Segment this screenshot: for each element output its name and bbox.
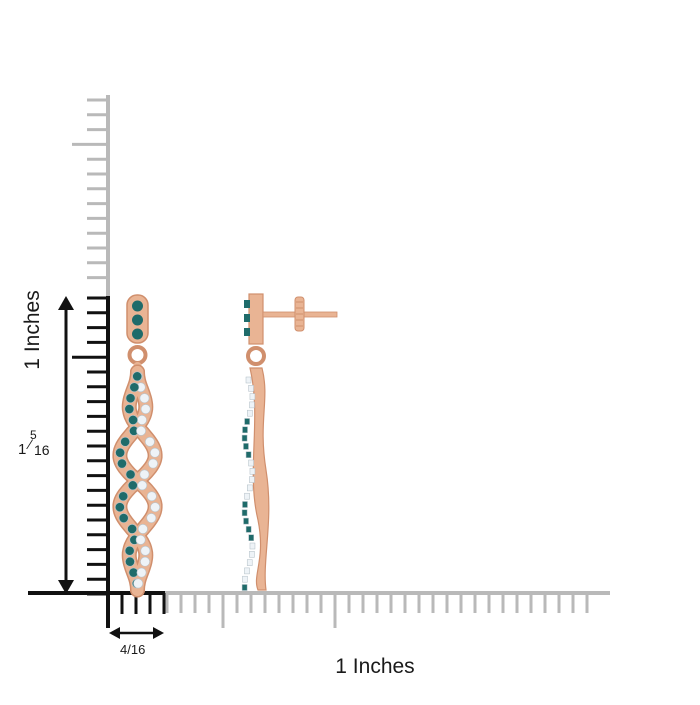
height-fraction-denominator: 16 <box>34 442 50 458</box>
side-stone <box>247 409 253 417</box>
strand-a-diamond <box>117 458 127 469</box>
side-stone <box>243 517 249 525</box>
strand-b-diamond <box>128 415 138 425</box>
strand-a-diamond <box>115 447 125 458</box>
side-stone <box>244 492 250 500</box>
strand-a-diamond <box>146 491 157 502</box>
strand-a-diamond <box>140 404 151 414</box>
strand-b-diamond <box>118 513 129 523</box>
strand-b-diamond <box>140 545 151 556</box>
side-stone <box>249 393 256 400</box>
side-stone <box>249 401 255 409</box>
side-stone <box>244 418 250 425</box>
side-stone <box>242 426 248 434</box>
teal-diamond <box>132 300 143 312</box>
width-label: 1 Inches <box>335 655 415 678</box>
height-label: 1 Inches <box>21 290 44 370</box>
strand-a-diamond <box>120 436 131 447</box>
side-stone <box>242 501 248 508</box>
strand-b-diamond <box>136 567 147 578</box>
side-stone <box>249 551 255 558</box>
strand-b-diamond <box>140 556 150 567</box>
side-stone <box>244 567 250 575</box>
side-stone <box>241 434 248 442</box>
side-stone <box>248 385 254 392</box>
strand-a-diamond <box>125 556 135 567</box>
side-stone <box>248 459 254 467</box>
dimension-arrows <box>58 296 164 639</box>
strand-b-diamond <box>150 447 160 458</box>
height-fraction-numerator: 5 <box>30 428 37 442</box>
jump-ring <box>127 345 148 365</box>
height-arrow-head-bottom <box>58 580 74 594</box>
width-arrow-head-right <box>153 627 164 639</box>
strand-a-diamond <box>137 480 148 491</box>
gray-ruler <box>72 95 610 628</box>
strand-b-diamond <box>127 524 138 534</box>
side-stone <box>246 559 253 566</box>
side-stone <box>249 468 256 475</box>
side-stone <box>241 584 248 591</box>
side-stone <box>249 476 255 483</box>
strand-b-diamond <box>125 393 136 404</box>
strand-b-diamond <box>114 502 125 513</box>
earring-front-view <box>112 294 163 598</box>
strand-b-diamond <box>127 480 138 491</box>
strand-b-diamond <box>133 578 144 589</box>
side-stone <box>242 575 248 583</box>
strand-b-diamond <box>118 491 129 502</box>
side-teal-stone <box>244 328 250 336</box>
strand-b-diamond <box>124 404 135 414</box>
width-arrow-head-left <box>109 627 120 639</box>
side-stone <box>248 534 254 541</box>
side-jump-ring <box>246 346 266 366</box>
teal-diamond <box>132 314 143 326</box>
strand-b-diamond <box>129 382 140 393</box>
side-stone <box>245 526 252 533</box>
side-stone <box>243 443 249 450</box>
strand-a-diamond <box>137 415 147 425</box>
strand-b-diamond <box>139 469 150 480</box>
strand-b-diamond <box>144 436 155 447</box>
side-stone <box>245 376 252 384</box>
strand-b-diamond <box>135 534 146 545</box>
teal-diamond <box>132 328 143 340</box>
side-teal-stone <box>244 314 250 322</box>
height-fraction-slash: ⁄ <box>29 436 32 452</box>
side-stone <box>247 484 253 492</box>
strand-a-diamond <box>150 502 161 513</box>
small-width-label: 4/16 <box>120 642 146 657</box>
side-top-bar <box>248 293 264 345</box>
side-stone <box>245 451 252 458</box>
side-stone <box>249 542 256 550</box>
strand-b-diamond <box>136 425 146 436</box>
height-fraction-whole: 1 <box>18 441 27 458</box>
side-teal-stone <box>244 300 250 308</box>
strand-a-diamond <box>125 469 136 480</box>
height-arrow-head-top <box>58 296 74 310</box>
earring-side-view <box>241 293 338 591</box>
strand-a-diamond <box>137 524 148 534</box>
strand-a-diamond <box>139 393 150 404</box>
side-stone <box>241 509 248 517</box>
strand-a-diamond <box>146 513 157 523</box>
strand-a-diamond <box>124 545 135 556</box>
strand-b-diamond <box>148 458 158 469</box>
strand-b-diamond <box>132 371 143 382</box>
